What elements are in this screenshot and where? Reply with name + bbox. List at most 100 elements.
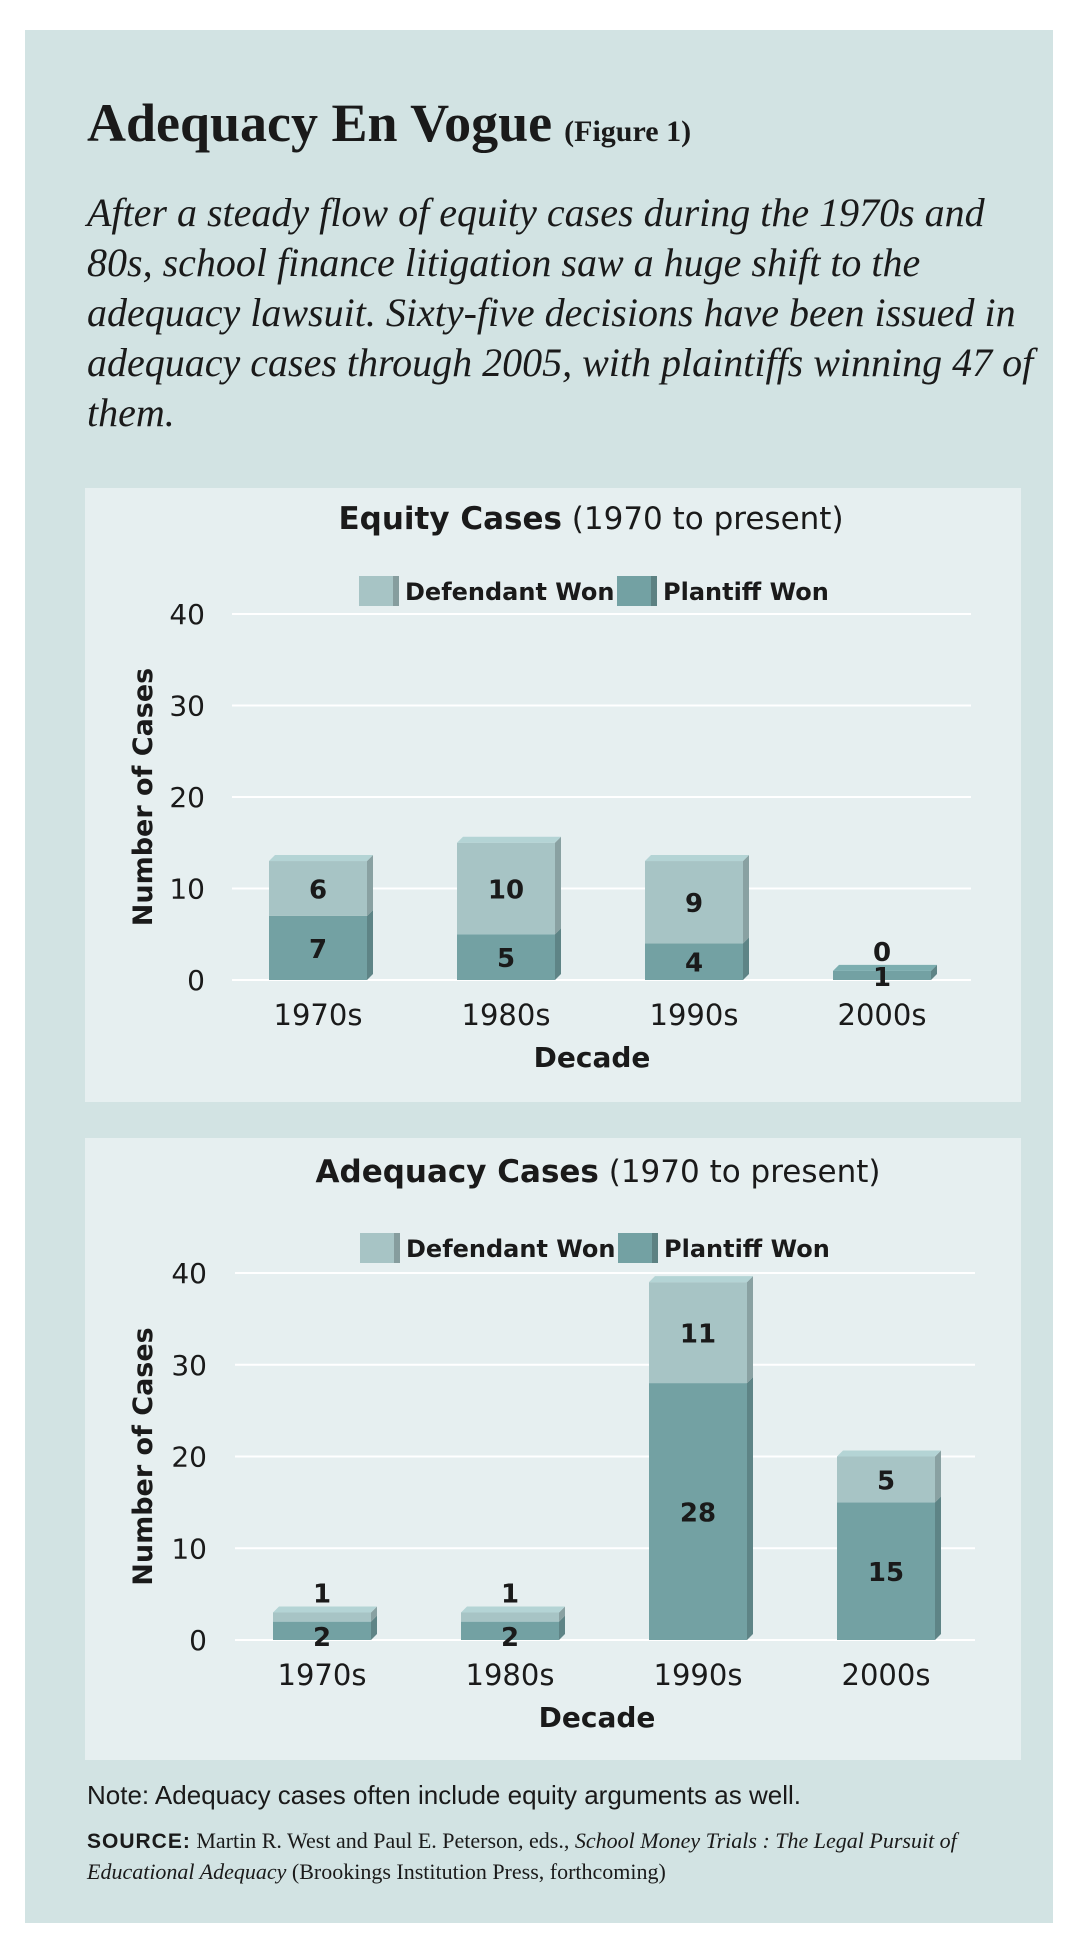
- bar-side-defendant: [935, 1450, 941, 1503]
- bar-defendant: [645, 861, 743, 944]
- bar-plaintiff: [269, 915, 367, 980]
- legend-label-defendant: Defendant Won: [405, 578, 614, 606]
- x-tick-label: 1980s: [462, 998, 551, 1032]
- legend-label-defendant: Defendant Won: [406, 1235, 615, 1263]
- bar-plaintiff: [457, 934, 555, 980]
- source-publisher: (Brookings Institution Press, forthcomin…: [291, 1859, 666, 1884]
- y-axis-label: Number of Cases: [128, 1327, 159, 1586]
- bar-top: [649, 1276, 753, 1283]
- bar-plaintiff: [837, 1502, 935, 1640]
- legend-swatch-side: [652, 1233, 658, 1263]
- legend-label-plaintiff: Plantiff Won: [664, 1235, 830, 1263]
- y-tick-label: 10: [171, 1532, 207, 1565]
- equity-chart: Equity Cases (1970 to present) Defendant …: [128, 501, 971, 1074]
- bar-defendant: [273, 1612, 371, 1622]
- y-tick-label: 20: [169, 781, 205, 814]
- x-axis-label: Decade: [534, 1041, 651, 1074]
- adequacy-chart-panel: Adequacy Cases (1970 to present) Defendan…: [85, 1138, 1021, 1760]
- source-book-title: School Money Trials : The Legal Pursuit …: [87, 1828, 957, 1884]
- bar-side-defendant: [367, 855, 373, 916]
- bar-top: [273, 1606, 377, 1613]
- data-label-plaintiff: 28: [680, 1499, 716, 1529]
- data-label-plaintiff: 2: [501, 1623, 519, 1653]
- legend-swatch-side: [394, 1233, 400, 1263]
- y-axis-label: Number of Cases: [128, 668, 159, 927]
- legend-swatch-plaintiff: [618, 1233, 652, 1263]
- bar-side-plaintiff: [931, 964, 937, 980]
- adequacy-chart: Adequacy Cases (1970 to present) Defendan…: [128, 1154, 975, 1734]
- y-tick-label: 30: [169, 690, 205, 723]
- figure-header: Adequacy En Vogue (Figure 1): [87, 92, 691, 154]
- x-tick-label: 2000s: [838, 998, 927, 1032]
- bar-top: [461, 1606, 565, 1613]
- y-tick-label: 30: [171, 1349, 207, 1382]
- chart-title-main: Equity Cases: [338, 501, 561, 537]
- bar-side-defendant: [747, 1276, 753, 1384]
- x-axis-label: Decade: [539, 1701, 656, 1734]
- y-tick-label: 10: [169, 873, 205, 906]
- bar-defendant: [649, 1282, 747, 1384]
- figure-title: Adequacy En Vogue: [87, 93, 553, 153]
- data-label-plaintiff: 7: [309, 935, 327, 965]
- legend-swatch-defendant: [359, 576, 393, 606]
- data-label-defendant: 6: [309, 876, 327, 906]
- x-tick-label: 1970s: [278, 1658, 367, 1692]
- y-tick-label: 0: [189, 1624, 207, 1657]
- y-tick-label: 40: [171, 1257, 207, 1290]
- bar-side-defendant: [555, 836, 561, 935]
- y-tick-label: 40: [169, 598, 205, 631]
- bar-defendant: [837, 1456, 935, 1503]
- bar-defendant: [457, 842, 555, 935]
- bar-defendant: [461, 1612, 559, 1622]
- data-label-defendant: 11: [680, 1320, 716, 1350]
- data-label-plaintiff: 1: [873, 963, 891, 993]
- bar-side-plaintiff: [555, 928, 561, 980]
- data-label-defendant: 0: [873, 938, 891, 968]
- bar-side-plaintiff: [743, 937, 749, 980]
- data-label-plaintiff: 5: [497, 944, 515, 974]
- bar-side-plaintiff: [559, 1615, 565, 1640]
- data-label-plaintiff: 4: [685, 949, 703, 979]
- data-label-defendant: 5: [877, 1466, 895, 1496]
- bar-plaintiff: [273, 1621, 371, 1640]
- data-label-defendant: 10: [488, 876, 524, 906]
- y-tick-label: 20: [171, 1441, 207, 1474]
- equity-chart-panel: Equity Cases (1970 to present) Defendant …: [85, 488, 1021, 1102]
- chart-title-main: Adequacy Cases: [316, 1154, 599, 1190]
- bar-side-plaintiff: [371, 1615, 377, 1640]
- data-label-plaintiff: 15: [868, 1558, 904, 1588]
- y-tick-label: 0: [187, 964, 205, 997]
- bar-top: [457, 836, 561, 843]
- bar-side-defendant: [743, 855, 749, 944]
- figure-label: (Figure 1): [564, 115, 692, 148]
- bar-plaintiff: [461, 1621, 559, 1640]
- bar-plaintiff: [649, 1383, 747, 1640]
- bar-side-plaintiff: [935, 1496, 941, 1640]
- x-tick-label: 1980s: [466, 1658, 555, 1692]
- chart-title: Adequacy Cases (1970 to present): [316, 1154, 881, 1190]
- x-tick-label: 1970s: [274, 998, 363, 1032]
- legend-label-plaintiff: Plantiff Won: [663, 578, 829, 606]
- legend-swatch-defendant: [360, 1233, 394, 1263]
- data-label-plaintiff: 2: [313, 1623, 331, 1653]
- chart-title-suffix: (1970 to present): [599, 1154, 881, 1190]
- bar-side-defendant: [559, 1606, 565, 1622]
- bar-plaintiff: [645, 943, 743, 980]
- chart-title-suffix: (1970 to present): [562, 501, 844, 537]
- legend-swatch-side: [393, 576, 399, 606]
- intro-text: After a steady flow of equity cases duri…: [87, 190, 1034, 435]
- data-label-defendant: 9: [685, 889, 703, 919]
- bar-plaintiff: [833, 970, 931, 980]
- legend-swatch-plaintiff: [617, 576, 651, 606]
- bar-defendant: [269, 861, 367, 916]
- data-label-defendant: 1: [313, 1579, 331, 1609]
- x-tick-label: 2000s: [842, 1658, 931, 1692]
- data-label-defendant: 1: [501, 1579, 519, 1609]
- bar-top: [269, 855, 373, 862]
- note-text: Note: Adequacy cases often include equit…: [87, 1780, 801, 1810]
- source-label: SOURCE:: [87, 1830, 191, 1853]
- x-tick-label: 1990s: [654, 1658, 743, 1692]
- bar-top: [837, 1450, 941, 1457]
- source-authors: Martin R. West and Paul E. Peterson, eds…: [196, 1828, 570, 1853]
- source-citation: SOURCE: Martin R. West and Paul E. Peter…: [87, 1826, 1047, 1887]
